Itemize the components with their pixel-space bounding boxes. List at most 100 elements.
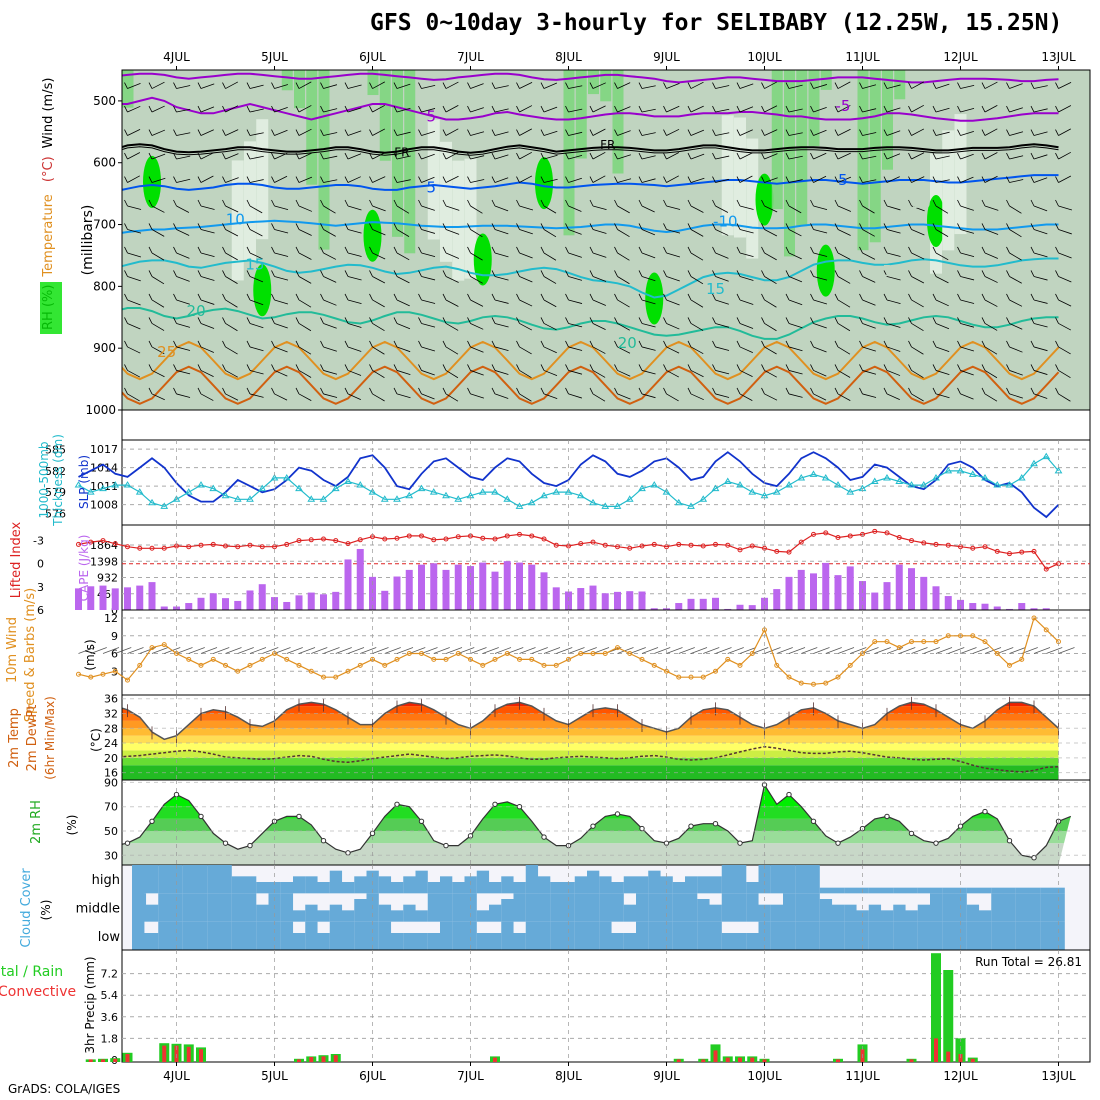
cloud-cell-high (844, 887, 857, 894)
li-point (700, 543, 706, 549)
cloud-cell-high (746, 882, 759, 894)
wind-barb (249, 323, 264, 329)
wind-barb (347, 323, 362, 328)
wind-barb (225, 177, 239, 183)
wind-barb (886, 84, 901, 89)
li-point (786, 549, 792, 555)
wind-barb-flag (761, 199, 765, 207)
wind-barb-flag (100, 317, 103, 323)
wind-barb (1009, 179, 1024, 183)
wind-barb (617, 252, 630, 261)
wind-barb-flag (197, 129, 202, 136)
li-point (345, 541, 351, 547)
wind-barb (151, 370, 165, 378)
wind-barb-flag (859, 199, 863, 207)
wind-barb-flag (1030, 176, 1035, 183)
wind-barb-10m (837, 647, 855, 654)
wind-barb (1058, 82, 1072, 89)
wind-barb-flag (393, 199, 398, 207)
wind-barb-flag (834, 293, 839, 301)
wind-barb-flag (1006, 270, 1010, 277)
wind-speed-point (235, 668, 241, 674)
wind-barb-flag (197, 152, 202, 160)
cape-bar (944, 596, 952, 610)
wind-barb (886, 393, 900, 400)
wind-barb (1033, 229, 1048, 235)
wind-barb-flag (810, 317, 814, 324)
thickness-point (711, 484, 720, 492)
wind-barb (813, 106, 827, 113)
wind-barb-flag (589, 82, 594, 89)
wind-barb-flag (589, 223, 594, 230)
wind-barb (592, 151, 606, 160)
wind-barb (494, 229, 509, 235)
wind-barb (127, 393, 140, 402)
cape-bar (834, 575, 842, 610)
wind-barb-flag (589, 246, 594, 254)
wind-barb (690, 229, 704, 237)
cloud-cell-middle (697, 899, 710, 922)
contour-label: -10 (713, 212, 738, 230)
wind-barb-flag (148, 364, 153, 371)
wind-barb (911, 393, 924, 402)
wind-barb-flag (540, 293, 545, 301)
wind-barb (739, 393, 753, 401)
temp-tick-label: 36 (104, 693, 118, 706)
thickness-point (576, 491, 585, 499)
wind-barb (666, 205, 681, 210)
cape-bar (136, 585, 144, 610)
wind-barb-flag (76, 364, 79, 370)
wind-barb (960, 393, 974, 400)
wind-barb-flag (834, 152, 839, 160)
wind-barb-10m (433, 647, 450, 654)
wind-barb (666, 175, 679, 183)
wind-barb (79, 276, 91, 283)
wind-barb (1009, 229, 1022, 238)
li-point (76, 541, 81, 547)
thickness-point (86, 488, 95, 495)
wind-barb-flag (467, 387, 471, 395)
wind-barb (837, 323, 851, 332)
wind-barb-flag (589, 199, 594, 207)
wind-barb-flag (393, 293, 398, 301)
wind-barb (445, 323, 459, 331)
wind-barb-flag (908, 270, 912, 277)
wind-barb-flag (516, 82, 520, 89)
wind-barb-10m (874, 647, 891, 654)
wind-barb-flag (246, 340, 251, 348)
wind-barb-flag (981, 364, 986, 371)
wind-barb-flag (834, 105, 839, 113)
li-point (811, 531, 816, 537)
wind-barb (274, 129, 288, 136)
wind-barb-flag (76, 83, 79, 89)
wind-barb (862, 132, 877, 136)
wind-barb-flag (614, 270, 618, 277)
wind-speed-point (308, 668, 314, 674)
wind-barb-flag (197, 223, 202, 230)
wind-barb-10m (458, 647, 475, 654)
wind-barb (1033, 154, 1048, 160)
wind-barb-flag (418, 129, 422, 136)
wind-barb-10m (286, 647, 303, 654)
wind-speed-point (480, 662, 486, 668)
wind-barb (568, 393, 582, 399)
wind-barb (274, 323, 288, 329)
wind-barb-flag (785, 317, 790, 324)
wind-barb (372, 299, 385, 308)
wind-barb (103, 300, 116, 304)
wind-speed-point (786, 674, 792, 680)
cloud-cell-low (1052, 921, 1065, 950)
wind-barb-flag (344, 176, 349, 183)
wind-barb (788, 84, 803, 89)
cape-bar (381, 590, 389, 610)
wind-barb-flag (100, 200, 103, 206)
wind-barb (641, 323, 656, 328)
wind-barb-10m (923, 647, 940, 654)
wind-barb (176, 393, 191, 398)
cape-bar (993, 606, 1001, 610)
wind-barb-flag (883, 152, 888, 160)
temp-tick-label: 28 (104, 722, 118, 735)
wind-barb (641, 252, 656, 259)
thickness-point (344, 477, 352, 484)
wind-barb-flag (442, 199, 447, 207)
